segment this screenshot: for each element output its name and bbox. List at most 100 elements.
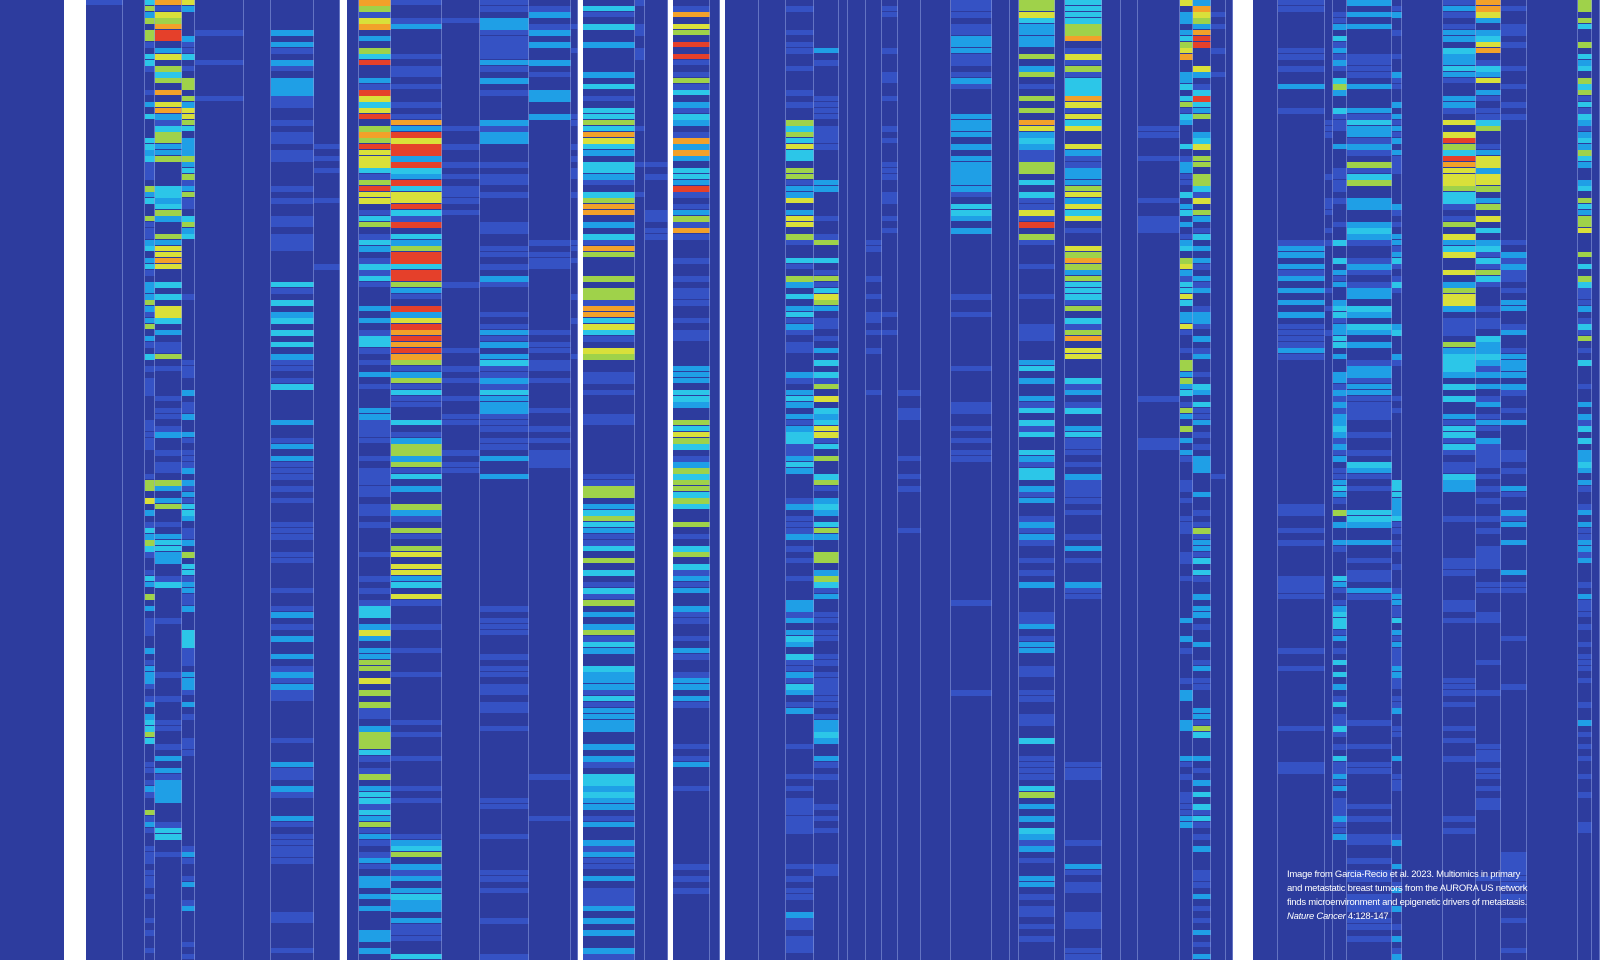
heatmap-cell bbox=[1347, 234, 1392, 240]
heatmap-cell bbox=[1333, 624, 1347, 629]
heatmap-cell bbox=[1443, 180, 1476, 186]
heatmap-cell bbox=[814, 684, 839, 690]
heatmap-cell bbox=[951, 204, 992, 209]
heatmap-cell bbox=[391, 150, 442, 156]
heatmap-cell bbox=[583, 114, 635, 119]
heatmap-cell bbox=[673, 396, 710, 402]
heatmap-cell bbox=[1443, 150, 1476, 156]
heatmap-cell bbox=[1138, 438, 1180, 444]
heatmap-cell bbox=[814, 240, 839, 245]
heatmap-cell bbox=[1019, 582, 1055, 588]
heatmap-cell bbox=[1333, 60, 1347, 66]
heatmap-cell bbox=[155, 132, 182, 138]
heatmap-cell bbox=[145, 150, 155, 156]
heatmap-cell bbox=[1578, 828, 1592, 833]
heatmap-cell bbox=[1578, 318, 1592, 324]
heatmap-cell bbox=[359, 192, 391, 197]
heatmap-cell bbox=[1443, 414, 1476, 419]
heatmap-cell bbox=[1392, 654, 1402, 660]
heatmap-cell bbox=[145, 684, 155, 689]
heatmap-cell bbox=[1333, 444, 1347, 450]
heatmap-cell bbox=[391, 66, 442, 72]
heatmap-cell bbox=[359, 660, 391, 665]
heatmap-cell bbox=[182, 900, 195, 906]
heatmap-cell bbox=[951, 192, 992, 197]
heatmap-cell bbox=[1392, 114, 1402, 119]
heatmap-cell bbox=[145, 486, 155, 491]
heatmap-cell bbox=[359, 264, 391, 270]
heatmap-cell bbox=[1347, 834, 1392, 840]
heatmap-cell bbox=[145, 534, 155, 540]
heatmap-cell bbox=[182, 456, 195, 461]
heatmap-cell bbox=[1476, 582, 1501, 587]
heatmap-cell bbox=[1476, 804, 1501, 810]
heatmap-cell bbox=[480, 870, 529, 875]
heatmap-cell bbox=[1476, 12, 1501, 18]
heatmap-cell bbox=[673, 216, 710, 222]
heatmap-cell bbox=[1180, 48, 1193, 53]
heatmap-cell bbox=[1347, 414, 1392, 420]
heatmap-cell bbox=[1501, 354, 1527, 359]
heatmap-cell bbox=[1065, 318, 1102, 324]
heatmap-cell bbox=[814, 726, 839, 732]
heatmap-cell bbox=[1065, 924, 1102, 929]
heatmap-cell bbox=[1578, 216, 1592, 222]
heatmap-cell bbox=[359, 576, 391, 582]
heatmap-cell bbox=[786, 702, 814, 707]
heatmap-cell bbox=[673, 336, 710, 341]
heatmap-cell bbox=[1193, 534, 1211, 539]
column-divider bbox=[950, 0, 951, 960]
heatmap-cell bbox=[145, 426, 155, 431]
heatmap-cell bbox=[1333, 42, 1347, 48]
heatmap-cell bbox=[359, 246, 391, 252]
heatmap-cell bbox=[1065, 198, 1102, 204]
heatmap-cell bbox=[1019, 570, 1055, 576]
heatmap-cell bbox=[786, 102, 814, 108]
heatmap-cell bbox=[1347, 720, 1392, 726]
heatmap-cell bbox=[1278, 108, 1325, 114]
heatmap-cell bbox=[1501, 456, 1527, 462]
heatmap-cell bbox=[583, 162, 635, 168]
heatmap-cell bbox=[271, 150, 314, 156]
heatmap-cell bbox=[1019, 234, 1055, 240]
heatmap-cell bbox=[882, 6, 898, 11]
heatmap-cell bbox=[1193, 6, 1211, 12]
column-divider bbox=[1054, 0, 1055, 960]
heatmap-cell bbox=[673, 696, 710, 701]
heatmap-cell bbox=[442, 186, 480, 192]
heatmap-cell bbox=[635, 0, 645, 6]
heatmap-cell bbox=[1476, 174, 1501, 180]
heatmap-cell bbox=[1578, 78, 1592, 84]
heatmap-cell bbox=[1180, 312, 1193, 318]
heatmap-cell bbox=[480, 180, 529, 185]
heatmap-cell bbox=[1392, 606, 1402, 612]
heatmap-cell bbox=[786, 636, 814, 642]
heatmap-cell bbox=[271, 378, 314, 383]
heatmap-cell bbox=[866, 330, 882, 335]
heatmap-cell bbox=[1443, 684, 1476, 689]
heatmap-cell bbox=[1347, 0, 1392, 6]
heatmap-cell bbox=[145, 186, 155, 192]
heatmap-cell bbox=[359, 744, 391, 749]
heatmap-cell bbox=[1476, 438, 1501, 444]
heatmap-cell bbox=[673, 60, 710, 65]
heatmap-cell bbox=[1578, 96, 1592, 101]
heatmap-cell bbox=[814, 114, 839, 119]
heatmap-cell bbox=[1065, 216, 1102, 221]
heatmap-cell bbox=[1443, 204, 1476, 210]
heatmap-cell bbox=[1578, 594, 1592, 599]
heatmap-cell bbox=[1578, 480, 1592, 485]
heatmap-cell bbox=[1392, 222, 1402, 227]
heatmap-cell bbox=[145, 234, 155, 239]
heatmap-cell bbox=[673, 390, 710, 395]
heatmap-cell bbox=[182, 552, 195, 558]
heatmap-cell bbox=[1333, 576, 1347, 581]
heatmap-cell bbox=[1578, 138, 1592, 143]
heatmap-cell bbox=[314, 198, 340, 203]
heatmap-cell bbox=[1138, 126, 1180, 131]
heatmap-cell bbox=[359, 426, 391, 432]
column-divider bbox=[1064, 0, 1065, 960]
heatmap-cell bbox=[1578, 300, 1592, 305]
heatmap-cell bbox=[1278, 504, 1325, 510]
heatmap-cell bbox=[1278, 264, 1325, 269]
